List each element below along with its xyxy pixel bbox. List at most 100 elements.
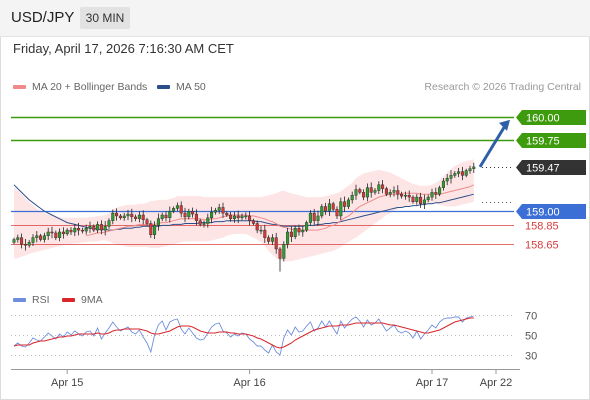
level-box-159.75 [516, 133, 586, 148]
candle-body [259, 229, 263, 232]
candle-body [282, 244, 286, 259]
candle-body [373, 190, 377, 193]
candle-body [31, 237, 35, 243]
candle-body [320, 206, 324, 217]
candle-body [251, 220, 255, 224]
candle-body [130, 213, 134, 218]
timeframe-badge[interactable]: 30 MIN [80, 7, 130, 29]
candle-body [244, 215, 248, 218]
candle-body [221, 207, 225, 214]
candle-body [160, 214, 164, 219]
candle-body [472, 166, 476, 169]
legend-ma50: MA 50 [157, 81, 206, 93]
candle-body [137, 214, 141, 219]
candle-body [164, 214, 168, 219]
candle-body [422, 199, 426, 204]
candle-body [39, 235, 43, 240]
candle-body [187, 211, 191, 218]
candle-body [350, 194, 354, 201]
legend-ma20-swatch [13, 85, 26, 90]
candle-body [403, 194, 407, 197]
legend-rsi-label: RSI [32, 294, 50, 306]
candle-body [229, 214, 233, 219]
level-box-160.00 [516, 110, 586, 125]
rsi-tick-label-30: 30 [525, 351, 537, 363]
candle-body [381, 184, 385, 189]
candle-body [369, 187, 373, 193]
candle-body [126, 213, 130, 217]
level-label-159.47: 159.47 [526, 163, 560, 175]
candle-body [354, 189, 358, 196]
candle-body [210, 211, 214, 219]
candle-body [324, 206, 328, 212]
candle-body [263, 229, 267, 238]
rsi-tick-label-70: 70 [525, 311, 537, 323]
chart-datetime: Friday, April 17, 2026 7:16:30 AM CET [13, 41, 234, 56]
candle-body [194, 213, 198, 221]
candle-body [312, 212, 316, 221]
candle-body [297, 228, 301, 233]
rsi-ma-line [13, 317, 474, 349]
candle-body [61, 231, 65, 235]
candle-body [415, 196, 419, 202]
symbol-title: USD/JPY [11, 9, 75, 26]
candle-body [172, 208, 176, 212]
candle-body [293, 228, 297, 237]
candle-body [217, 207, 221, 211]
candle-body [27, 242, 31, 246]
candle-body [278, 248, 282, 259]
candle-body [407, 194, 411, 198]
candle-body [457, 171, 461, 174]
rsi-tick-label-50: 50 [525, 331, 537, 343]
candle-body [267, 237, 271, 242]
candle-body [122, 215, 126, 219]
candle-body [118, 215, 122, 219]
candle-body [445, 178, 449, 182]
candle-body [206, 217, 210, 224]
candle-body [365, 187, 369, 198]
level-label-159.75: 159.75 [526, 136, 560, 148]
candle-body [115, 212, 119, 217]
projection-arrow-shaft [478, 125, 507, 168]
candle-body [240, 215, 244, 219]
candle-body [289, 231, 293, 237]
candle-body [255, 223, 259, 231]
candle-body [426, 196, 430, 201]
candle-body [191, 211, 195, 215]
level-box-159.47 [516, 160, 586, 175]
candle-body [65, 229, 69, 235]
candle-body [35, 235, 39, 238]
legend-rsi-swatch [13, 298, 26, 303]
candle-body [236, 215, 240, 219]
candle-body [20, 237, 24, 245]
research-credit: Research © 2026 Trading Central [424, 81, 581, 93]
candle-body [331, 203, 335, 210]
candle-body [400, 194, 404, 197]
candle-body [392, 190, 396, 193]
candle-body [449, 175, 453, 179]
candle-body [270, 237, 274, 242]
chart-header: USD/JPY 30 MIN [0, 0, 590, 37]
level-box-159.00 [516, 204, 586, 219]
candle-body [88, 226, 92, 229]
legend-rsi-ma-swatch [62, 298, 75, 303]
legend-ma20: MA 20 + Bollinger Bands [13, 81, 147, 93]
candle-body [308, 212, 312, 223]
candle-body [23, 244, 27, 246]
level-label-158.65: 158.65 [525, 240, 559, 252]
legend-ma20-label: MA 20 + Bollinger Bands [32, 81, 148, 93]
candle-body [80, 229, 84, 232]
candle-body [54, 232, 58, 238]
candle-body [301, 229, 305, 233]
bollinger-band [14, 159, 474, 262]
candle-body [92, 226, 96, 231]
legend-rsi-ma-label: 9MA [81, 294, 103, 306]
candle-body [69, 229, 73, 233]
level-label-159.00: 159.00 [526, 207, 560, 219]
candle-body [343, 201, 347, 207]
candle-body [50, 231, 54, 234]
candle-body [464, 170, 468, 176]
candle-body [358, 189, 362, 193]
candle-body [111, 212, 115, 221]
candle-body [248, 215, 252, 221]
